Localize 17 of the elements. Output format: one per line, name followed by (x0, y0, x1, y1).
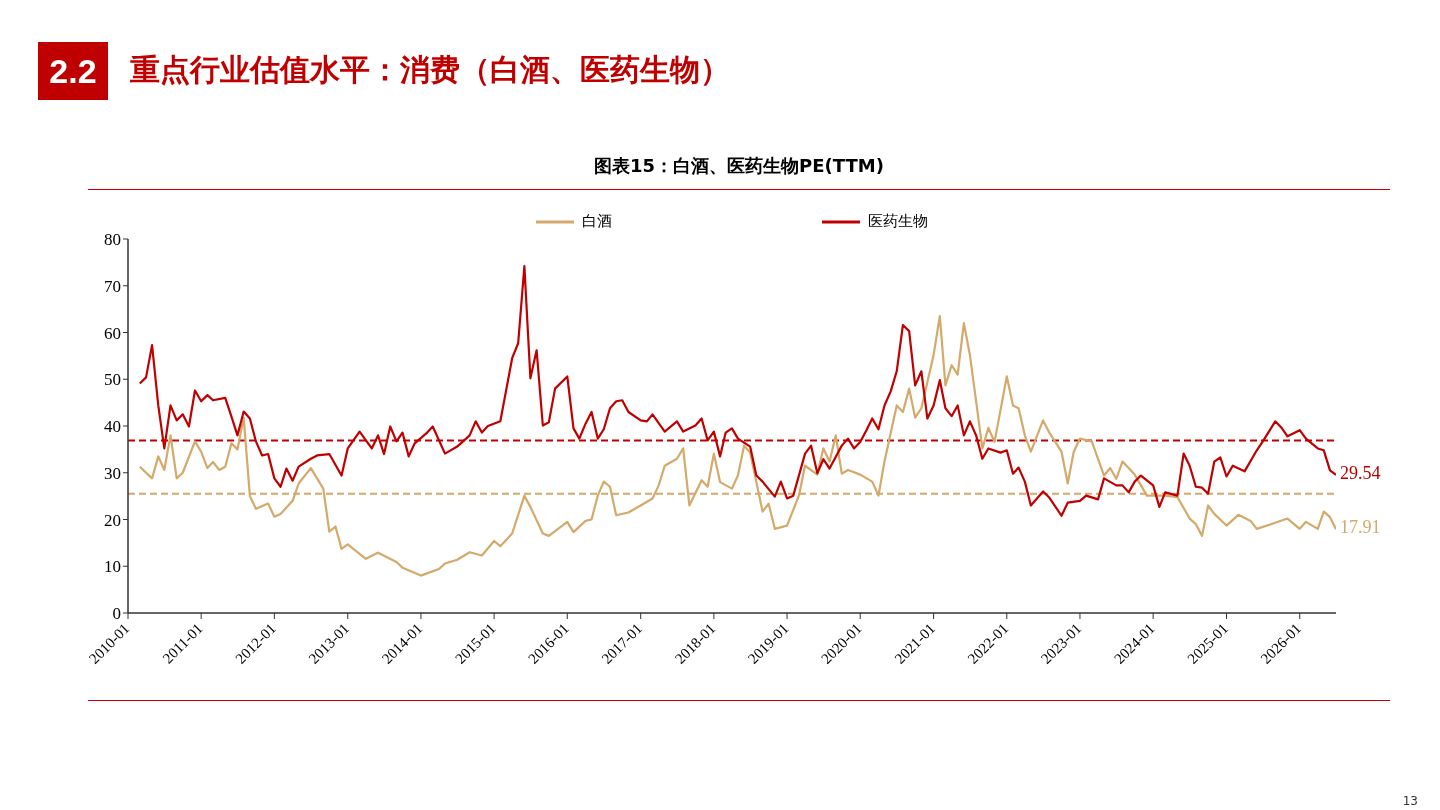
legend-label: 白酒 (582, 212, 612, 231)
text: 13 (1402, 794, 1418, 808)
y-tick-label: 10 (104, 557, 121, 577)
y-tick-label: 20 (104, 510, 121, 530)
y-tick-label: 80 (104, 230, 121, 250)
section-badge: 2.2 (38, 42, 108, 100)
chart-title: 图表15：白酒、医药生物PE(TTM) (593, 154, 885, 178)
annotation: 17.91 (1340, 517, 1381, 538)
y-tick-label: 0 (112, 604, 121, 624)
legend-label: 医药生物 (868, 212, 928, 231)
text: 重点行业估值水平：消费（白酒、医药生物） (130, 51, 730, 89)
y-tick-label: 50 (104, 370, 121, 390)
annotation: 29.54 (1340, 463, 1381, 484)
y-tick-label: 70 (104, 276, 121, 296)
y-tick-label: 30 (104, 463, 121, 483)
y-tick-label: 40 (104, 417, 121, 437)
y-tick-label: 60 (104, 323, 121, 343)
